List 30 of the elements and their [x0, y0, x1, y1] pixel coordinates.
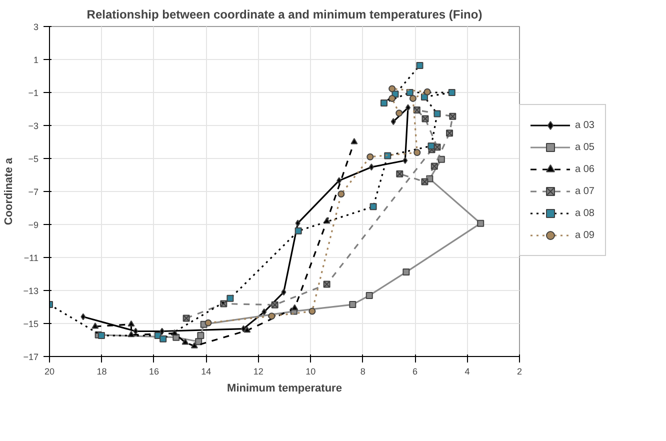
- x-tick-label: 4: [464, 366, 470, 376]
- x-tick-label: 14: [201, 366, 212, 376]
- y-tick-label: −1: [28, 88, 39, 98]
- legend-label: a 07: [575, 186, 595, 196]
- y-tick-label: −17: [23, 352, 39, 362]
- x-tick-label: 16: [148, 366, 159, 376]
- x-tick-label: 12: [253, 366, 264, 376]
- y-tick-label: 3: [33, 22, 39, 32]
- x-tick-label: 10: [306, 366, 316, 376]
- y-tick-label: −7: [28, 187, 39, 197]
- x-axis-title: Minimum temperature: [227, 382, 342, 394]
- y-tick-label: −13: [23, 286, 39, 296]
- x-tick-label: 6: [412, 366, 418, 376]
- x-tick-label: 18: [96, 366, 107, 376]
- y-tick-label: −5: [28, 154, 39, 164]
- legend-label: a 06: [575, 164, 595, 174]
- y-tick-label: −3: [28, 121, 39, 131]
- y-tick-label: −11: [24, 253, 39, 263]
- y-tick-label: −9: [28, 220, 39, 230]
- legend-label: a 09: [575, 230, 595, 240]
- x-tick-label: 20: [44, 366, 55, 376]
- legend-label: a 08: [575, 208, 595, 218]
- chart-title: Relationship between coordinate a and minimum temperatures (Fino): [86, 8, 482, 22]
- x-tick-label: 8: [360, 366, 366, 376]
- legend-label: a 05: [575, 142, 595, 152]
- legend-label: a 03: [575, 120, 595, 130]
- y-tick-label: 1: [33, 55, 39, 65]
- y-tick-label: −15: [23, 319, 39, 329]
- y-axis-title: Coordinate a: [3, 157, 16, 226]
- x-tick-label: 2: [516, 366, 522, 376]
